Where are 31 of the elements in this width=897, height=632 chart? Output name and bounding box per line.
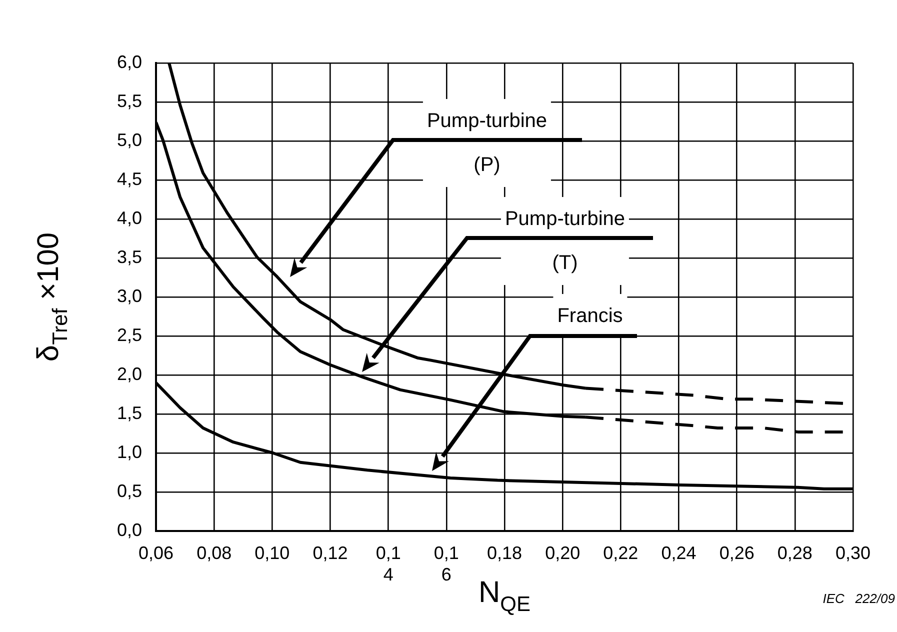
x-tick-label: 0,18 — [486, 542, 522, 563]
x-tick-label: 0,24 — [661, 542, 696, 563]
text: IEC 222/09 — [822, 591, 895, 607]
x-tick-label: 0,22 — [603, 542, 638, 563]
y-tick-label: 3,0 — [116, 286, 142, 306]
x-tick-label: 0,1 4 — [376, 542, 401, 584]
x-tick-label: 0,10 — [254, 542, 290, 563]
y-tick-label: 3,5 — [116, 246, 142, 267]
y-tick-label: 0,0 — [116, 520, 142, 540]
y-axis-title: δTref ×100 — [32, 232, 72, 362]
y-tick-label: 6,0 — [116, 52, 142, 72]
y-tick-label: 1,5 — [116, 402, 142, 423]
y-tick-label: 4,5 — [116, 168, 142, 189]
y-tick-label: 5,0 — [116, 130, 142, 150]
x-tick-label: 0,28 — [777, 542, 812, 563]
annotation: Francis — [553, 294, 627, 338]
y-tick-label: 2,5 — [116, 324, 142, 345]
x-tick-label: 0,20 — [545, 542, 580, 563]
x-tick-label: 0,1 6 — [434, 542, 459, 584]
x-tick-label: 0,26 — [719, 542, 754, 563]
x-tick-label: 0,08 — [196, 542, 232, 563]
y-tick-label: 1,0 — [116, 442, 142, 462]
y-tick-label: 4,0 — [116, 208, 142, 228]
annotation: Pump-turbine (P) — [422, 99, 552, 187]
x-tick-label: 0,06 — [138, 542, 174, 563]
x-tick-label: 0,30 — [835, 542, 871, 563]
y-tick-label: 2,0 — [116, 364, 142, 384]
annotation: Pump-turbine (T) — [500, 197, 630, 285]
y-tick-label: 0,5 — [116, 480, 142, 501]
x-tick-label: 0,12 — [312, 542, 348, 563]
y-tick-label: 5,5 — [116, 90, 142, 111]
